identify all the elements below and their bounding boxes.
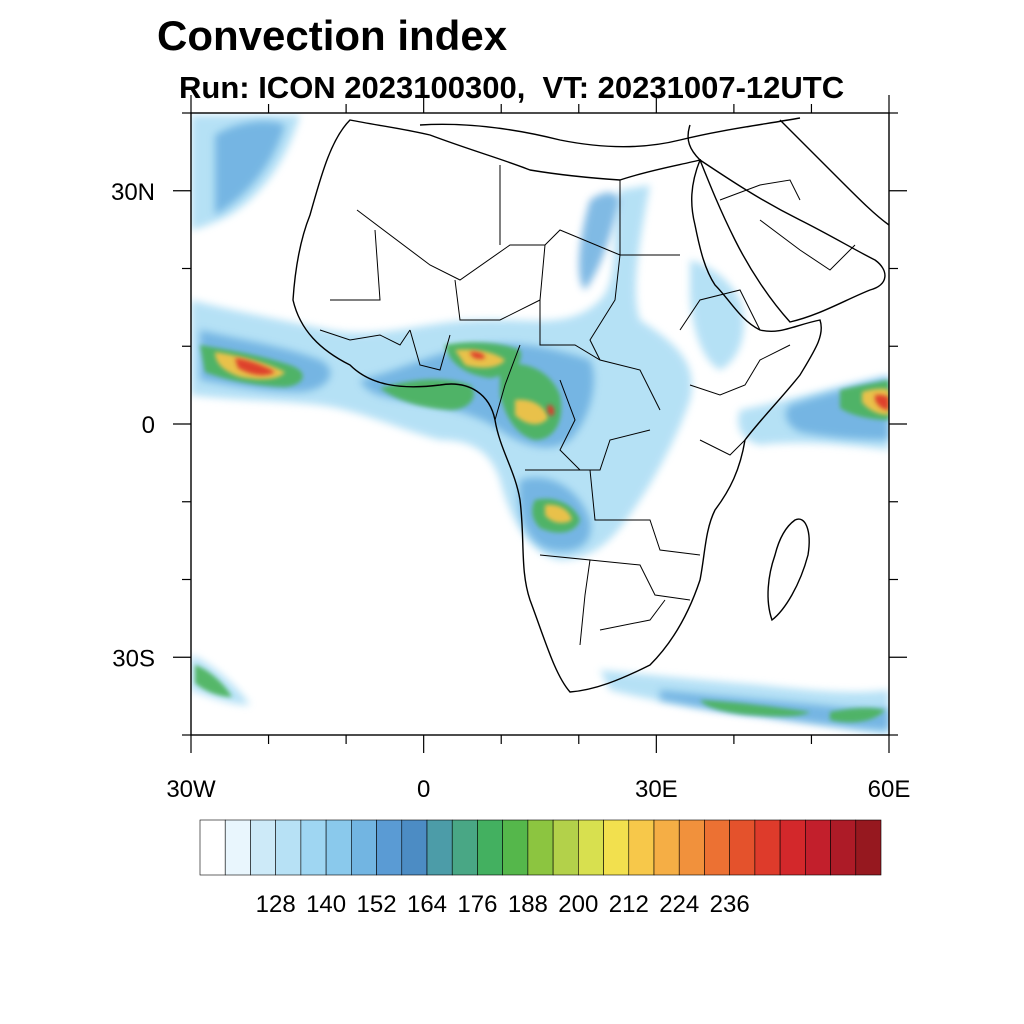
- colorbar-swatch: [300, 819, 327, 876]
- lon-axis: 30W 0 30E 60E: [166, 95, 910, 803]
- colorbar-swatch: [653, 819, 680, 876]
- colorbar-swatch: [678, 819, 705, 876]
- colorbar-swatch: [199, 819, 226, 876]
- colorbar-label: 188: [508, 891, 548, 918]
- colorbar-swatch: [704, 819, 730, 876]
- colorbar-label: 212: [609, 891, 649, 918]
- colorbar-label: 164: [407, 891, 447, 918]
- lon-tick-label: 0: [417, 776, 430, 803]
- colorbar-label: 176: [457, 891, 497, 918]
- colorbar-swatch: [275, 819, 302, 876]
- lat-tick-label: 30S: [112, 645, 155, 672]
- colorbar-label: 140: [306, 891, 346, 918]
- colorbar-swatch: [552, 819, 579, 876]
- colorbar-swatch: [224, 819, 251, 876]
- colorbar-swatch: [502, 819, 529, 876]
- colorbar-swatch: [477, 819, 503, 876]
- colorbar-swatch: [426, 819, 453, 876]
- colorbar-swatch: [754, 819, 781, 876]
- colorbar-swatch: [729, 819, 756, 876]
- colorbar-swatch: [855, 819, 882, 876]
- chart-subtitle: Run: ICON 2023100300, VT: 20231007-12UTC: [179, 70, 845, 105]
- colorbar-swatch: [779, 819, 806, 876]
- colorbar-label: 128: [256, 891, 296, 918]
- colorbar-label: 152: [357, 891, 397, 918]
- lat-tick-label: 30N: [111, 179, 155, 206]
- colorbar-swatch: [451, 819, 478, 876]
- lon-tick-label: 30W: [166, 776, 216, 803]
- coastlines: [292, 117, 889, 693]
- colorbar-label: 224: [659, 891, 699, 918]
- convection-field: [191, 115, 889, 735]
- lat-axis: 30N 0 30S: [111, 112, 907, 736]
- colorbar-swatch: [578, 819, 604, 876]
- colorbar-swatch: [805, 819, 831, 876]
- colorbar-swatch: [325, 819, 352, 876]
- colorbar-swatch: [527, 819, 554, 876]
- colorbar-swatch: [351, 819, 377, 876]
- colorbar-swatch: [401, 819, 428, 876]
- lon-tick-label: 30E: [635, 776, 678, 803]
- colorbar-swatch: [376, 819, 403, 876]
- lon-tick-label: 60E: [868, 776, 911, 803]
- lat-tick-label: 0: [142, 412, 155, 439]
- colorbar-swatch: [628, 819, 655, 876]
- colorbar-swatch: [830, 819, 857, 876]
- colorbar-label: 200: [558, 891, 598, 918]
- country-borders: [319, 165, 856, 646]
- chart-title: Convection index: [157, 12, 508, 59]
- colorbar-label: 236: [710, 891, 750, 918]
- colorbar: 128 140 152 164 176 188 200 212 224 236: [199, 819, 882, 918]
- colorbar-swatch: [250, 819, 276, 876]
- colorbar-swatch: [603, 819, 630, 876]
